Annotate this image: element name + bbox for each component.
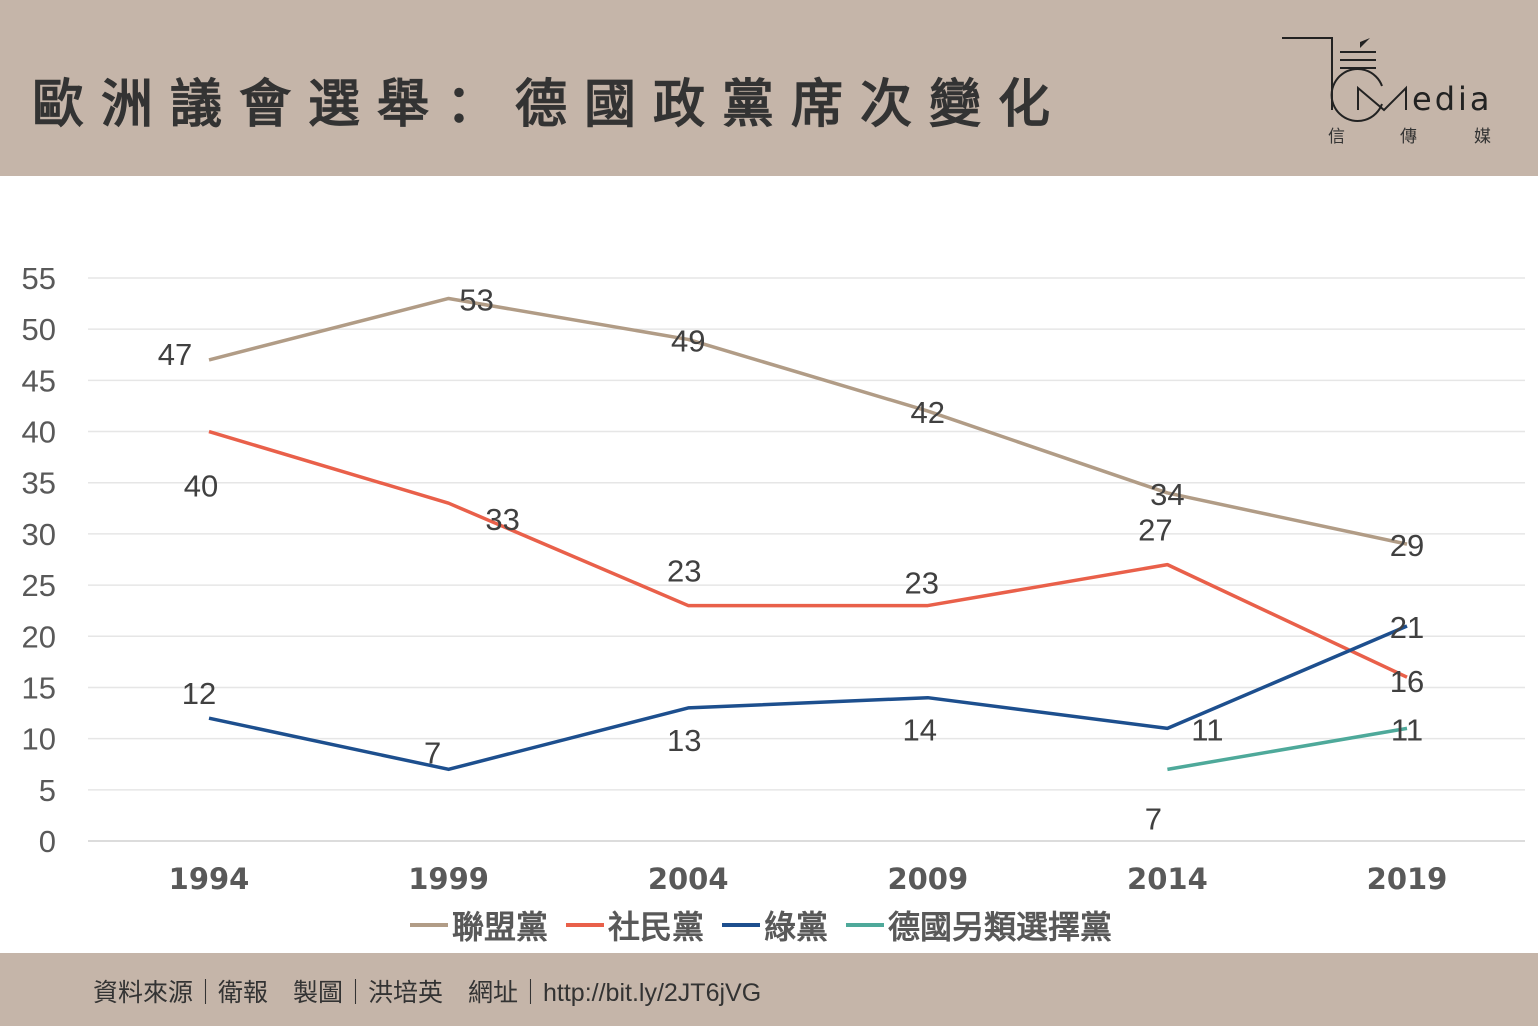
data-label: 29 [1390, 528, 1424, 563]
data-label: 11 [1191, 712, 1223, 747]
data-label: 12 [182, 676, 216, 711]
x-tick-label: 1999 [408, 862, 489, 896]
header-banner: 歐洲議會選舉：德國政黨席次變化 edia 信 傳 媒 [0, 0, 1538, 176]
x-tick-label: 2004 [648, 862, 729, 896]
legend-swatch [722, 923, 761, 927]
y-tick-label: 15 [22, 670, 56, 705]
x-tick-label: 2019 [1367, 862, 1448, 896]
legend-label: 德國另類選擇黨 [888, 908, 1113, 946]
data-label: 7 [1145, 801, 1162, 836]
legend-item: 德國另類選擇黨 [846, 902, 1112, 948]
x-tick-label: 1994 [169, 862, 250, 896]
y-tick-label: 30 [22, 517, 56, 552]
y-tick-label: 35 [22, 466, 56, 501]
data-label: 16 [1390, 664, 1424, 699]
footer-banner: 資料來源｜衛報 製圖｜洪培英 網址｜http://bit.ly/2JT6jVG [0, 953, 1538, 1026]
data-label: 27 [1138, 513, 1172, 548]
y-tick-label: 55 [22, 261, 56, 296]
data-label: 23 [667, 554, 701, 589]
data-label: 33 [485, 502, 519, 537]
legend-swatch [846, 923, 885, 927]
y-tick-label: 0 [39, 824, 56, 859]
legend-label: 綠黨 [764, 908, 829, 946]
x-tick-label: 2014 [1127, 862, 1208, 896]
series-line-1 [208, 296, 1408, 546]
chart-legend: 聯盟黨 社民黨 綠黨 德國另類選擇黨 [410, 902, 1112, 948]
y-tick-label: 40 [22, 415, 56, 450]
series-line-3 [208, 624, 1408, 772]
data-label: 42 [911, 395, 945, 430]
svg-text:傳: 傳 [1400, 127, 1417, 147]
legend-item: 綠黨 [722, 902, 828, 948]
data-label: 7 [424, 735, 441, 770]
data-label: 40 [184, 469, 218, 504]
legend-label: 聯盟黨 [452, 908, 549, 946]
data-label: 23 [905, 566, 939, 601]
y-tick-label: 25 [22, 568, 56, 603]
data-label: 47 [158, 337, 192, 372]
data-label: 13 [667, 723, 701, 758]
legend-swatch [566, 923, 605, 927]
page-title: 歐洲議會選舉：德國政黨席次變化 [32, 75, 1068, 135]
source-credit: 資料來源｜衛報 製圖｜洪培英 網址｜http://bit.ly/2JT6jVG [93, 979, 762, 1007]
data-label: 14 [903, 713, 937, 748]
data-label: 53 [459, 282, 493, 317]
cm-media-logo: edia 信 傳 媒 [1282, 37, 1493, 147]
svg-text:edia: edia [1412, 80, 1493, 118]
data-label: 34 [1150, 477, 1184, 512]
series-line-4 [1167, 726, 1408, 772]
series-line-2 [208, 429, 1408, 679]
svg-text:媒: 媒 [1474, 127, 1491, 147]
line-chart: 0 5 10 15 20 25 30 35 40 45 50 55 1994 1999 2004 2009 20… [22, 261, 1525, 896]
y-tick-label: 20 [22, 619, 56, 654]
legend-item: 聯盟黨 [410, 902, 548, 948]
legend-item: 社民黨 [566, 902, 704, 948]
y-tick-label: 5 [39, 773, 56, 808]
legend-swatch [410, 923, 448, 927]
y-tick-label: 10 [22, 722, 56, 757]
y-tick-label: 50 [22, 312, 56, 347]
svg-text:信: 信 [1328, 127, 1345, 147]
x-tick-label: 2009 [887, 862, 968, 896]
legend-label: 社民黨 [608, 908, 705, 946]
y-tick-label: 45 [22, 363, 56, 398]
data-label: 11 [1391, 712, 1423, 747]
data-label: 21 [1390, 610, 1424, 645]
data-label: 49 [671, 323, 705, 358]
